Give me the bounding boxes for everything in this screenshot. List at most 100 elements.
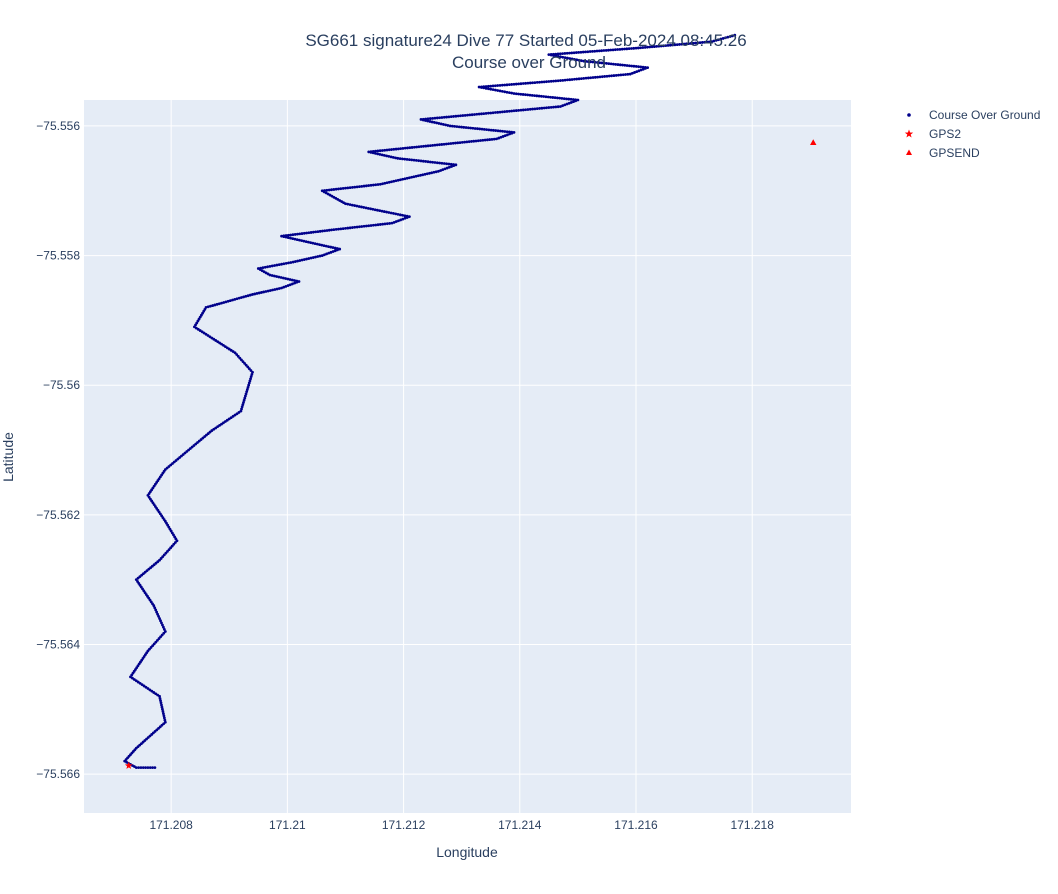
course-point (593, 75, 597, 79)
course-point (381, 182, 384, 186)
course-point (510, 130, 514, 134)
course-point (385, 222, 389, 226)
course-point (575, 77, 579, 81)
course-point (399, 147, 403, 151)
course-point (473, 113, 476, 116)
course-point (324, 244, 328, 248)
course-point (450, 124, 454, 128)
course-point (637, 69, 641, 73)
course-point (632, 46, 636, 50)
course-point (333, 246, 337, 250)
course-point (153, 606, 157, 610)
course-point (524, 108, 528, 112)
course-point (449, 142, 453, 145)
course-point (311, 230, 315, 234)
course-point (487, 111, 490, 115)
course-point (452, 163, 455, 166)
course-point (449, 115, 453, 119)
legend-item-gpsend[interactable]: GPSEND (906, 146, 980, 160)
course-point (249, 377, 252, 381)
course-point (484, 85, 488, 88)
course-point (309, 231, 313, 234)
course-point (571, 98, 575, 101)
course-point (364, 206, 368, 210)
course-point (639, 68, 643, 72)
course-point (383, 148, 387, 152)
course-point (625, 64, 629, 67)
course-point (630, 47, 633, 50)
course-point (728, 35, 732, 38)
course-point (231, 298, 234, 302)
course-point (441, 168, 445, 172)
course-point (623, 47, 626, 51)
course-point (500, 89, 504, 93)
course-point (222, 301, 226, 304)
course-point (408, 146, 412, 150)
traces (123, 33, 817, 770)
course-point (528, 107, 532, 111)
chart-subtitle: Course over Ground (452, 53, 606, 72)
course-point (282, 285, 286, 289)
course-point (383, 222, 387, 226)
course-point (302, 231, 306, 235)
y-tick-label: −75.562 (36, 508, 80, 522)
course-point (392, 212, 395, 215)
course-point (514, 92, 518, 96)
course-point (406, 146, 409, 150)
course-point (282, 262, 286, 266)
course-point (415, 145, 419, 149)
course-point (146, 766, 150, 770)
course-point (428, 117, 432, 120)
course-point (553, 96, 557, 100)
legend-item-gps2[interactable]: GPS2 (904, 127, 962, 141)
course-point (355, 225, 359, 229)
course-point (650, 45, 654, 49)
course-point (433, 143, 437, 147)
course-point (641, 67, 645, 71)
course-point (554, 79, 558, 83)
course-point (338, 247, 342, 251)
course-point (330, 188, 333, 192)
y-axis-label: Latitude (0, 432, 16, 482)
course-point (141, 766, 145, 770)
course-point (689, 42, 693, 45)
course-point (556, 105, 560, 109)
course-point (358, 185, 361, 188)
course-point (495, 137, 498, 141)
course-point (226, 299, 230, 303)
course-point (559, 79, 562, 82)
course-point (542, 106, 546, 110)
course-point (209, 304, 212, 308)
course-point (401, 177, 405, 181)
course-point (307, 257, 311, 260)
course-point (596, 61, 599, 64)
course-point (366, 206, 370, 210)
course-point (479, 139, 482, 142)
course-point (485, 128, 488, 132)
course-point (390, 148, 393, 151)
course-point (521, 82, 525, 85)
course-point (309, 256, 313, 260)
course-point (337, 187, 340, 191)
course-point (476, 127, 479, 131)
course-point (353, 204, 357, 207)
course-point (472, 139, 476, 143)
course-point (327, 228, 331, 232)
course-point (542, 95, 546, 98)
course-point (498, 89, 502, 93)
course-point (487, 87, 490, 91)
course-point (535, 81, 539, 84)
course-point (512, 92, 516, 95)
course-point (506, 133, 509, 137)
course-point (437, 122, 441, 125)
course-point (452, 115, 455, 118)
legend-item-course-over-ground[interactable]: Course Over Ground (907, 108, 1040, 122)
course-point (251, 293, 254, 296)
course-point (237, 296, 241, 300)
course-point (552, 52, 555, 56)
course-point (440, 143, 444, 146)
course-point (470, 113, 474, 117)
course-point (598, 75, 602, 79)
course-point (273, 274, 276, 278)
course-point (387, 180, 391, 184)
